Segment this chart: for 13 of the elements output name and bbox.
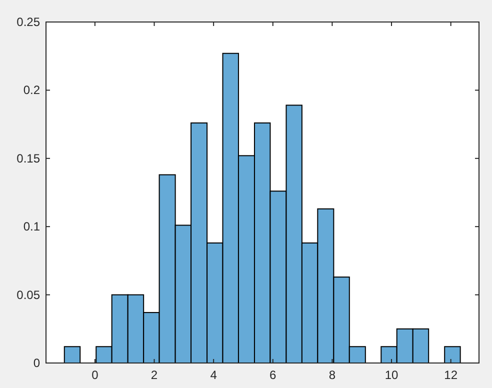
y-tick-label: 0.2	[23, 83, 40, 98]
y-tick-label: 0.05	[16, 288, 40, 302]
x-tick-label: 12	[444, 368, 458, 382]
x-tick-label: 10	[384, 368, 399, 382]
x-tick-label: 6	[270, 368, 277, 382]
x-tick-label: 4	[210, 368, 218, 382]
y-tick-label: 0	[33, 356, 40, 370]
x-tick-label: 0	[92, 368, 99, 382]
y-tick-label: 0.25	[16, 15, 40, 29]
y-tick-label: 0.15	[16, 151, 40, 166]
x-tick-label: 2	[150, 368, 158, 382]
y-tick-label: 0.1	[23, 220, 40, 234]
x-tick-label: 8	[328, 368, 336, 382]
